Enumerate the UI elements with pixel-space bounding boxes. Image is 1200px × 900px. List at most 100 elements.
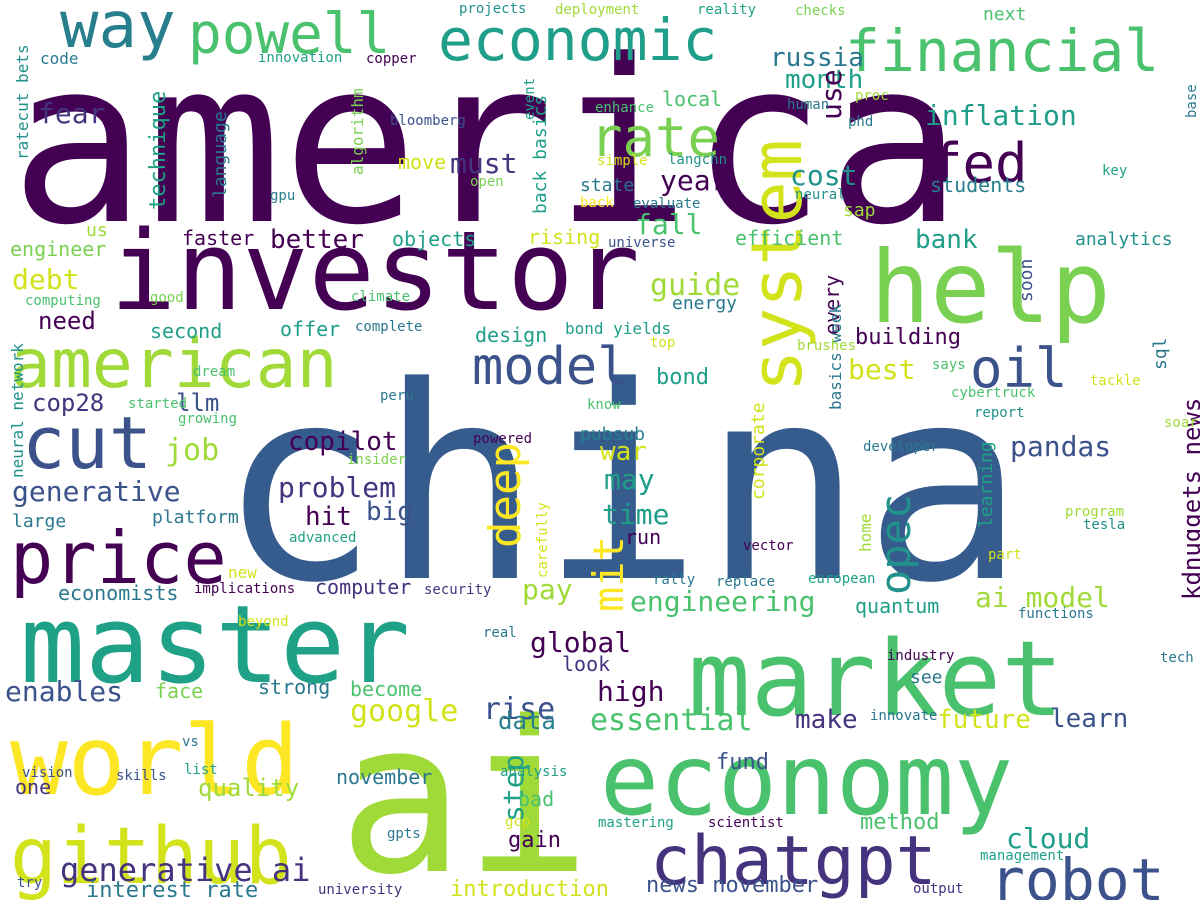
word-chatgpt: chatgpt xyxy=(650,821,937,900)
word-time: time xyxy=(602,497,670,531)
word-fed: fed xyxy=(930,131,1028,195)
word-may: may xyxy=(604,462,655,496)
word-need: need xyxy=(38,306,96,335)
word-reality: reality xyxy=(697,1,757,18)
word-economic: economic xyxy=(438,5,718,74)
word-simple: simple xyxy=(597,152,648,169)
word-vector: vector xyxy=(743,537,794,554)
word-market: market xyxy=(688,617,1064,740)
word-quantum: quantum xyxy=(855,594,940,618)
word-bad: bad xyxy=(518,787,555,811)
word-gcp: gcp xyxy=(505,813,531,830)
word-google: google xyxy=(350,694,459,729)
word-management: management xyxy=(980,847,1065,864)
word-fall: fall xyxy=(635,207,703,241)
word-better: better xyxy=(270,225,364,256)
word-become: become xyxy=(350,677,423,701)
word-scientist: scientist xyxy=(708,814,784,831)
word-learning: learning xyxy=(976,441,997,528)
word-ai: ai xyxy=(338,676,591,900)
word-open: open xyxy=(470,173,504,190)
word-output: output xyxy=(913,880,964,897)
word-enables: enables xyxy=(5,674,124,708)
word-bank: bank xyxy=(915,225,978,256)
word-insider: insider xyxy=(347,451,407,468)
word-rise: rise xyxy=(483,692,556,727)
word-langchn: langchn xyxy=(668,151,728,168)
word-inflation: inflation xyxy=(925,98,1077,132)
word-analysis: analysis xyxy=(500,763,568,780)
word-part: part xyxy=(988,546,1022,563)
word-analytics: analytics xyxy=(1075,228,1173,250)
word-program: program xyxy=(1065,503,1125,520)
word-vs: vs xyxy=(182,733,199,750)
word-code: code xyxy=(40,49,79,69)
word-deep: deep xyxy=(480,442,531,548)
word-dream: dream xyxy=(193,363,236,380)
word-future: future xyxy=(937,705,1031,736)
word-mit: mit xyxy=(584,536,633,612)
word-says: says xyxy=(932,356,966,373)
word-make: make xyxy=(795,705,858,736)
word-skills: skills xyxy=(116,767,167,784)
word-back: back xyxy=(580,194,614,211)
word-tackle: tackle xyxy=(1090,372,1141,389)
word-carefully: carefully xyxy=(535,502,551,578)
word-efficient: efficient xyxy=(735,226,844,250)
word-phd: phd xyxy=(848,113,874,130)
word-next: next xyxy=(983,3,1027,25)
word-cloud: cloud xyxy=(1006,821,1091,855)
word-know: know xyxy=(587,396,621,413)
word-copilot: copilot xyxy=(288,427,398,458)
word-ratecut-bets: ratecut bets xyxy=(13,44,32,160)
word-generative: generative xyxy=(12,474,181,508)
word-way: way xyxy=(60,0,176,63)
word-data: data xyxy=(498,706,556,735)
word-bloomberg: bloomberg xyxy=(390,112,466,129)
word-complete: complete xyxy=(355,318,423,335)
word-brushes: brushes xyxy=(797,337,857,354)
word-universe: universe xyxy=(608,234,676,251)
word-pandas: pandas xyxy=(1010,429,1112,463)
word-cost: cost xyxy=(790,158,858,192)
word-corporate: corporate xyxy=(748,402,769,500)
word-fear: fear xyxy=(38,96,106,130)
word-sap: sap xyxy=(843,199,876,221)
word-peru: peru xyxy=(380,387,414,404)
word-year: year xyxy=(660,163,728,197)
word-copper: copper xyxy=(366,50,417,67)
word-news-november: news november xyxy=(646,873,819,899)
word-russia: russia xyxy=(770,43,864,74)
word-gain: gain xyxy=(508,828,561,854)
word-help: help xyxy=(870,229,1111,346)
word-bond-yields: bond yields xyxy=(565,319,671,339)
word-github: github xyxy=(10,811,292,900)
word-ai-model: ai model xyxy=(975,580,1110,614)
word-strong: strong xyxy=(258,675,331,699)
word-cut: cut xyxy=(22,401,153,486)
word-computing: computing xyxy=(25,292,101,309)
word-evaluate: evaluate xyxy=(633,195,701,212)
word-new: new xyxy=(228,563,257,583)
word-war: war xyxy=(600,437,647,468)
word-pubsub: pubsub xyxy=(580,423,646,445)
word-debt: debt xyxy=(12,262,80,296)
word-gpu: gpu xyxy=(270,187,296,204)
word-powell: powell xyxy=(188,2,391,68)
word-second: second xyxy=(150,319,223,343)
word-world: world xyxy=(10,705,299,818)
word-innovate: innovate xyxy=(870,707,938,724)
word-home: home xyxy=(856,513,875,552)
word-sql: sql xyxy=(1150,337,1171,370)
word-best: best xyxy=(848,352,916,386)
word-financial: financial xyxy=(845,16,1160,85)
word-american: american xyxy=(10,324,338,404)
word-november: november xyxy=(336,765,433,789)
word-fund: fund xyxy=(716,750,769,776)
word-offer: offer xyxy=(280,317,341,341)
word-neural: neural xyxy=(795,186,846,203)
word-essential: essential xyxy=(590,703,753,738)
word-vision: vision xyxy=(22,764,73,781)
word-price: price xyxy=(10,516,227,601)
word-climate: climate xyxy=(351,288,411,305)
